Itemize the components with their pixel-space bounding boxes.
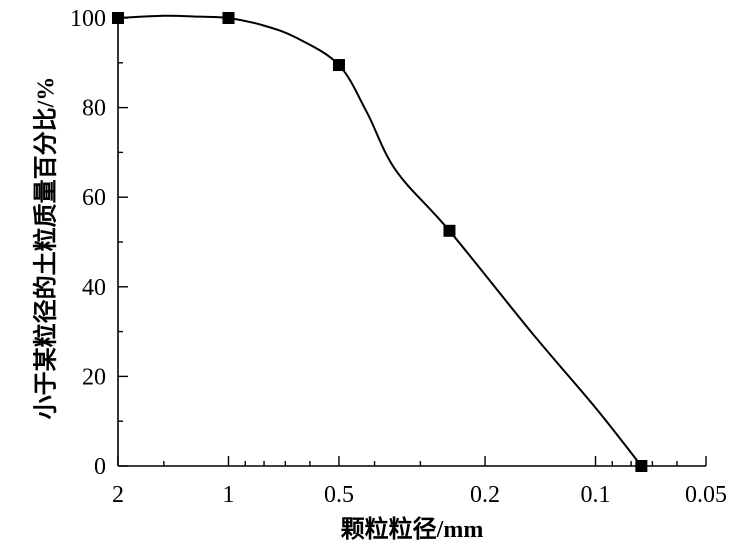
x-tick-label: 2 bbox=[112, 482, 124, 508]
x-tick-label: 1 bbox=[222, 482, 234, 508]
data-point-marker bbox=[332, 59, 345, 72]
axes bbox=[117, 18, 706, 467]
data-point-marker bbox=[635, 460, 648, 472]
data-point-marker bbox=[222, 12, 235, 24]
x-ticks: 2 1 0.5 0.2 0.1 0.05 bbox=[112, 456, 727, 508]
data-point-marker bbox=[112, 12, 124, 24]
y-tick-label: 0 bbox=[94, 454, 106, 480]
x-tick-label: 0.05 bbox=[685, 482, 727, 508]
y-axis-title: 小于某粒径的土粒质量百分比/% bbox=[32, 77, 60, 420]
x-axis-title: 颗粒粒径/mm bbox=[341, 515, 484, 543]
data-point-marker bbox=[443, 224, 456, 237]
x-tick-label: 0.1 bbox=[581, 482, 611, 508]
x-tick-label: 0.2 bbox=[470, 482, 500, 508]
y-ticks: 0 20 40 60 80 100 bbox=[70, 6, 128, 480]
y-tick-label: 100 bbox=[70, 6, 106, 32]
y-tick-label: 60 bbox=[82, 185, 106, 211]
x-tick-label: 0.5 bbox=[324, 482, 354, 508]
y-tick-label: 40 bbox=[82, 275, 106, 301]
y-tick-label: 20 bbox=[82, 364, 106, 390]
markers bbox=[112, 12, 648, 472]
series-line bbox=[117, 14, 643, 467]
y-tick-label: 80 bbox=[82, 96, 106, 122]
